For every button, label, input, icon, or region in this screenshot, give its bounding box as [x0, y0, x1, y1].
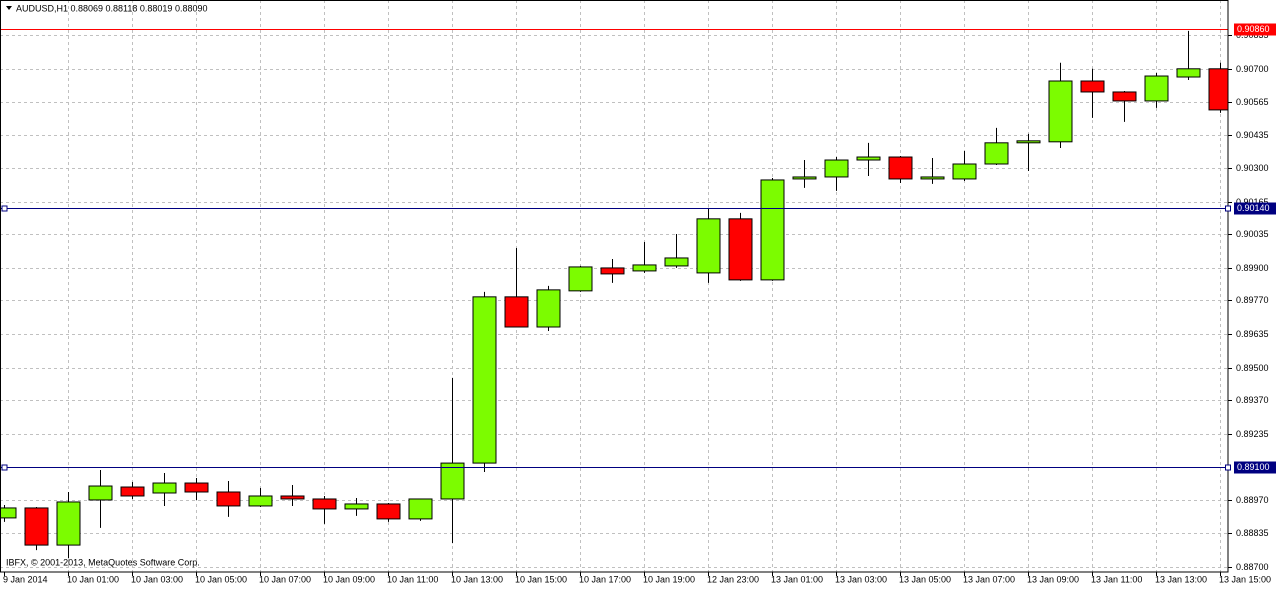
x-tick-label: 13 Jan 15:00	[1219, 574, 1271, 584]
y-tick-label: 0.88970	[1236, 495, 1269, 505]
x-tick-label: 13 Jan 01:00	[771, 574, 823, 584]
y-tick-label: 0.88700	[1236, 562, 1269, 572]
candle-body	[888, 156, 913, 180]
candle-body	[216, 491, 241, 507]
level-anchor	[1, 464, 8, 471]
level-anchor	[1, 205, 8, 212]
candle-body	[824, 159, 849, 178]
y-tick-label: 0.89770	[1236, 295, 1269, 305]
candle-body	[920, 176, 945, 180]
x-tick-label: 10 Jan 01:00	[67, 574, 119, 584]
candle-body	[568, 266, 593, 292]
candle-body	[856, 156, 881, 161]
candle-body	[24, 507, 49, 546]
candle-body	[664, 257, 689, 267]
candle-body	[152, 482, 177, 494]
candle-body	[760, 179, 785, 281]
candle-body	[984, 142, 1009, 165]
x-tick-label: 10 Jan 09:00	[323, 574, 375, 584]
candle-body	[536, 289, 561, 328]
level-anchor	[1225, 464, 1231, 471]
y-tick-label: 0.89235	[1236, 429, 1269, 439]
candle-body	[344, 503, 369, 510]
candle-body	[1048, 80, 1073, 143]
candle-body	[1016, 140, 1041, 144]
x-tick-label: 13 Jan 07:00	[963, 574, 1015, 584]
candle-body	[952, 163, 977, 180]
y-tick-label: 0.90700	[1236, 64, 1269, 74]
candle-body	[696, 218, 721, 274]
x-tick-label: 10 Jan 13:00	[451, 574, 503, 584]
y-tick-label: 0.90435	[1236, 130, 1269, 140]
level-label-box	[1234, 202, 1276, 215]
x-tick-label: 10 Jan 15:00	[515, 574, 567, 584]
grid	[0, 0, 1228, 572]
candle-body	[1144, 75, 1169, 102]
candle-body	[1112, 91, 1137, 102]
x-tick-label: 12 Jan 23:00	[707, 574, 759, 584]
candle-body	[0, 507, 17, 519]
level-label: 0.89100	[1237, 462, 1270, 472]
chart-title: AUDUSD,H1 0.88069 0.88118 0.88019 0.8809…	[16, 3, 207, 13]
level-anchor	[1225, 205, 1231, 212]
level-label-box	[1234, 461, 1276, 474]
level-label: 0.90140	[1237, 203, 1270, 213]
plot-frame	[0, 0, 1229, 573]
y-tick-label: 0.88835	[1236, 528, 1269, 538]
x-tick-label: 10 Jan 07:00	[259, 574, 311, 584]
candle-body	[1176, 68, 1201, 78]
candle-body	[280, 495, 305, 500]
candle-body	[600, 267, 625, 275]
level-label: 0.90860	[1237, 24, 1270, 34]
candle-body	[504, 296, 529, 328]
x-tick-label: 10 Jan 05:00	[195, 574, 247, 584]
candle-body	[56, 501, 81, 546]
candle-body	[408, 498, 433, 520]
x-tick-label: 10 Jan 03:00	[131, 574, 183, 584]
candle-body	[120, 486, 145, 497]
x-tick-label: 13 Jan 11:00	[1091, 574, 1142, 584]
x-tick-label: 9 Jan 2014	[3, 574, 48, 584]
y-tick-label: 0.89370	[1236, 395, 1269, 405]
x-tick-label: 13 Jan 03:00	[835, 574, 887, 584]
candle-body	[1208, 68, 1228, 111]
candle-body	[248, 495, 273, 507]
menu-triangle	[6, 6, 12, 10]
x-tick-label: 13 Jan 09:00	[1027, 574, 1079, 584]
y-tick-label: 0.90165	[1236, 197, 1269, 207]
candle-body	[1080, 80, 1105, 93]
x-tick-label: 10 Jan 11:00	[387, 574, 438, 584]
candle-body	[728, 218, 753, 281]
plot-area	[0, 29, 1228, 559]
level-label-box	[1234, 23, 1276, 36]
candle-body	[792, 176, 817, 180]
candle-body	[88, 485, 113, 501]
candle-body	[312, 498, 337, 510]
x-tick-label: 10 Jan 19:00	[643, 574, 695, 584]
x-tick-label: 13 Jan 05:00	[899, 574, 951, 584]
candle-body	[184, 482, 209, 493]
y-tick-label: 0.90565	[1236, 97, 1269, 107]
candle-body	[440, 462, 465, 500]
x-tick-label: 10 Jan 17:00	[579, 574, 631, 584]
candle-body	[472, 296, 497, 464]
y-tick-label: 0.89500	[1236, 363, 1269, 373]
y-tick-label: 0.89635	[1236, 329, 1269, 339]
copyright-annotation: IBFX, © 2001-2013, MetaQuotes Software C…	[6, 557, 200, 567]
y-tick-label: 0.89900	[1236, 263, 1269, 273]
x-tick-label: 13 Jan 13:00	[1155, 574, 1207, 584]
candle-body	[632, 264, 657, 272]
candle-body	[376, 503, 401, 520]
y-tick-label: 0.90035	[1236, 229, 1269, 239]
y-tick-label: 0.90300	[1236, 163, 1269, 173]
